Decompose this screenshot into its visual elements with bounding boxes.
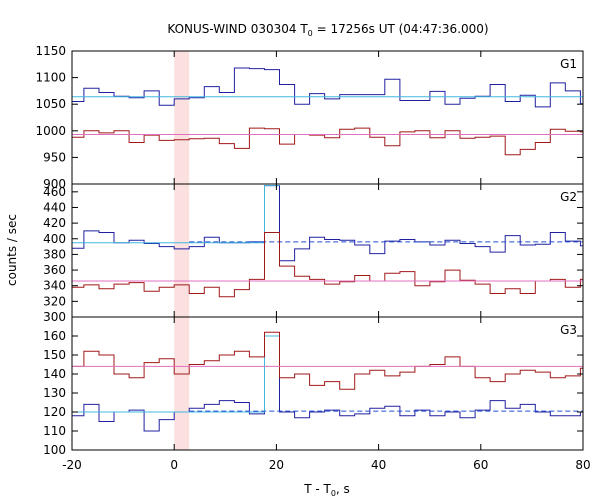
panel-g2-series-1 <box>72 185 280 244</box>
y-tick-label: 120 <box>43 405 66 419</box>
panel-label: G2 <box>560 190 577 204</box>
y-tick-label: 340 <box>43 279 66 293</box>
y-tick-label: 380 <box>43 247 66 261</box>
y-tick-label: 110 <box>43 424 66 438</box>
y-tick-label: 950 <box>43 150 66 164</box>
x-tick-label: 60 <box>473 458 488 472</box>
y-tick-label: 300 <box>43 310 66 324</box>
y-tick-label: 150 <box>43 348 66 362</box>
x-tick-label: 80 <box>575 458 590 472</box>
y-tick-label: 100 <box>43 443 66 457</box>
x-tick-label: -20 <box>62 458 82 472</box>
y-tick-label: 1000 <box>35 124 66 138</box>
panel-g3-series-1 <box>72 335 280 413</box>
panel-g1-frame <box>71 50 584 185</box>
panel-g2-frame <box>71 183 584 318</box>
panel-g2-series-0 <box>72 185 583 262</box>
y-tick-label: 1150 <box>35 44 66 58</box>
panel-g3-series-0 <box>72 335 583 432</box>
y-tick-label: 460 <box>43 185 66 199</box>
y-tick-label: 1050 <box>35 97 66 111</box>
panel-g3-series-3 <box>72 331 583 390</box>
y-tick-label: 420 <box>43 216 66 230</box>
y-tick-label: 360 <box>43 263 66 277</box>
y-tick-label: 400 <box>43 232 66 246</box>
panel-label: G3 <box>560 323 577 337</box>
x-tick-label: 0 <box>170 458 178 472</box>
x-axis-label: T - T0, s <box>303 482 350 498</box>
y-tick-label: 900 <box>43 177 66 191</box>
y-tick-label: 440 <box>43 200 66 214</box>
panel-g1-series-0 <box>72 67 583 108</box>
highlight-band <box>174 51 190 450</box>
panel-g3-frame <box>71 316 584 451</box>
y-tick-label: 320 <box>43 294 66 308</box>
panel-g2-series-3 <box>72 232 583 298</box>
y-tick-label: 1100 <box>35 71 66 85</box>
y-tick-label: 160 <box>43 329 66 343</box>
x-tick-label: 20 <box>269 458 284 472</box>
y-tick-label: 130 <box>43 386 66 400</box>
x-tick-label: 40 <box>371 458 386 472</box>
y-axis-label: counts / sec <box>5 214 19 286</box>
panel-g1-series-2 <box>72 127 583 156</box>
y-tick-label: 140 <box>43 367 66 381</box>
chart-title: KONUS-WIND 030304 T0 = 17256s UT (04:47:… <box>167 22 488 38</box>
panel-label: G1 <box>560 57 577 71</box>
